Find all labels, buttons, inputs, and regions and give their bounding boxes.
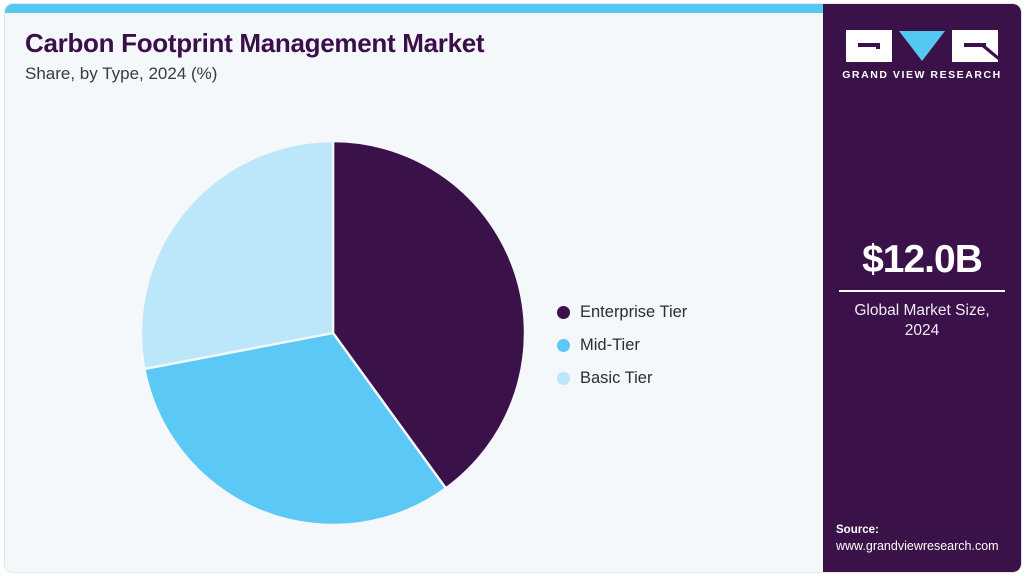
legend-swatch-icon: [557, 339, 570, 352]
legend-item-enterprise-tier[interactable]: Enterprise Tier: [557, 296, 787, 329]
legend-label: Basic Tier: [580, 369, 653, 387]
pie-chart-svg: [139, 139, 527, 527]
pie-chart: [135, 135, 531, 531]
legend-item-basic-tier[interactable]: Basic Tier: [557, 362, 787, 395]
market-size-stat: $12.0B Global Market Size, 2024: [823, 240, 1021, 342]
brand-panel: GRAND VIEW RESEARCH $12.0B Global Market…: [823, 4, 1021, 572]
stat-caption: Global Market Size, 2024: [854, 302, 990, 340]
page-title: Carbon Footprint Management Market: [25, 28, 485, 58]
legend-swatch-icon: [557, 306, 570, 319]
pie-slice[interactable]: [142, 331, 448, 527]
pie-slice-group: [139, 139, 527, 527]
source-block: Source: www.grandviewresearch.com: [836, 523, 1016, 555]
pie-slice[interactable]: [139, 139, 335, 371]
pie-slice[interactable]: [331, 139, 527, 491]
legend-swatch-icon: [557, 372, 570, 385]
page-subtitle: Share, by Type, 2024 (%): [25, 63, 218, 83]
chart-legend: Enterprise Tier Mid-Tier Basic Tier: [557, 296, 787, 395]
legend-label: Enterprise Tier: [580, 303, 688, 321]
brand-wordmark: GRAND VIEW RESEARCH: [842, 69, 1002, 81]
legend-item-mid-tier[interactable]: Mid-Tier: [557, 329, 787, 362]
stat-value: $12.0B: [862, 238, 983, 281]
top-accent-bar: [5, 4, 823, 13]
title-block: Carbon Footprint Management Market Share…: [25, 28, 725, 84]
source-label: Source:: [836, 523, 879, 536]
source-url[interactable]: www.grandviewresearch.com: [836, 539, 999, 554]
chart-card: Carbon Footprint Management Market Share…: [5, 4, 1021, 572]
brand-logo: GRAND VIEW RESEARCH: [823, 30, 1021, 81]
legend-label: Mid-Tier: [580, 336, 640, 354]
stat-divider: [839, 290, 1005, 292]
gvr-logo-icon: [846, 30, 998, 62]
chart-content-region: Carbon Footprint Management Market Share…: [5, 13, 823, 572]
